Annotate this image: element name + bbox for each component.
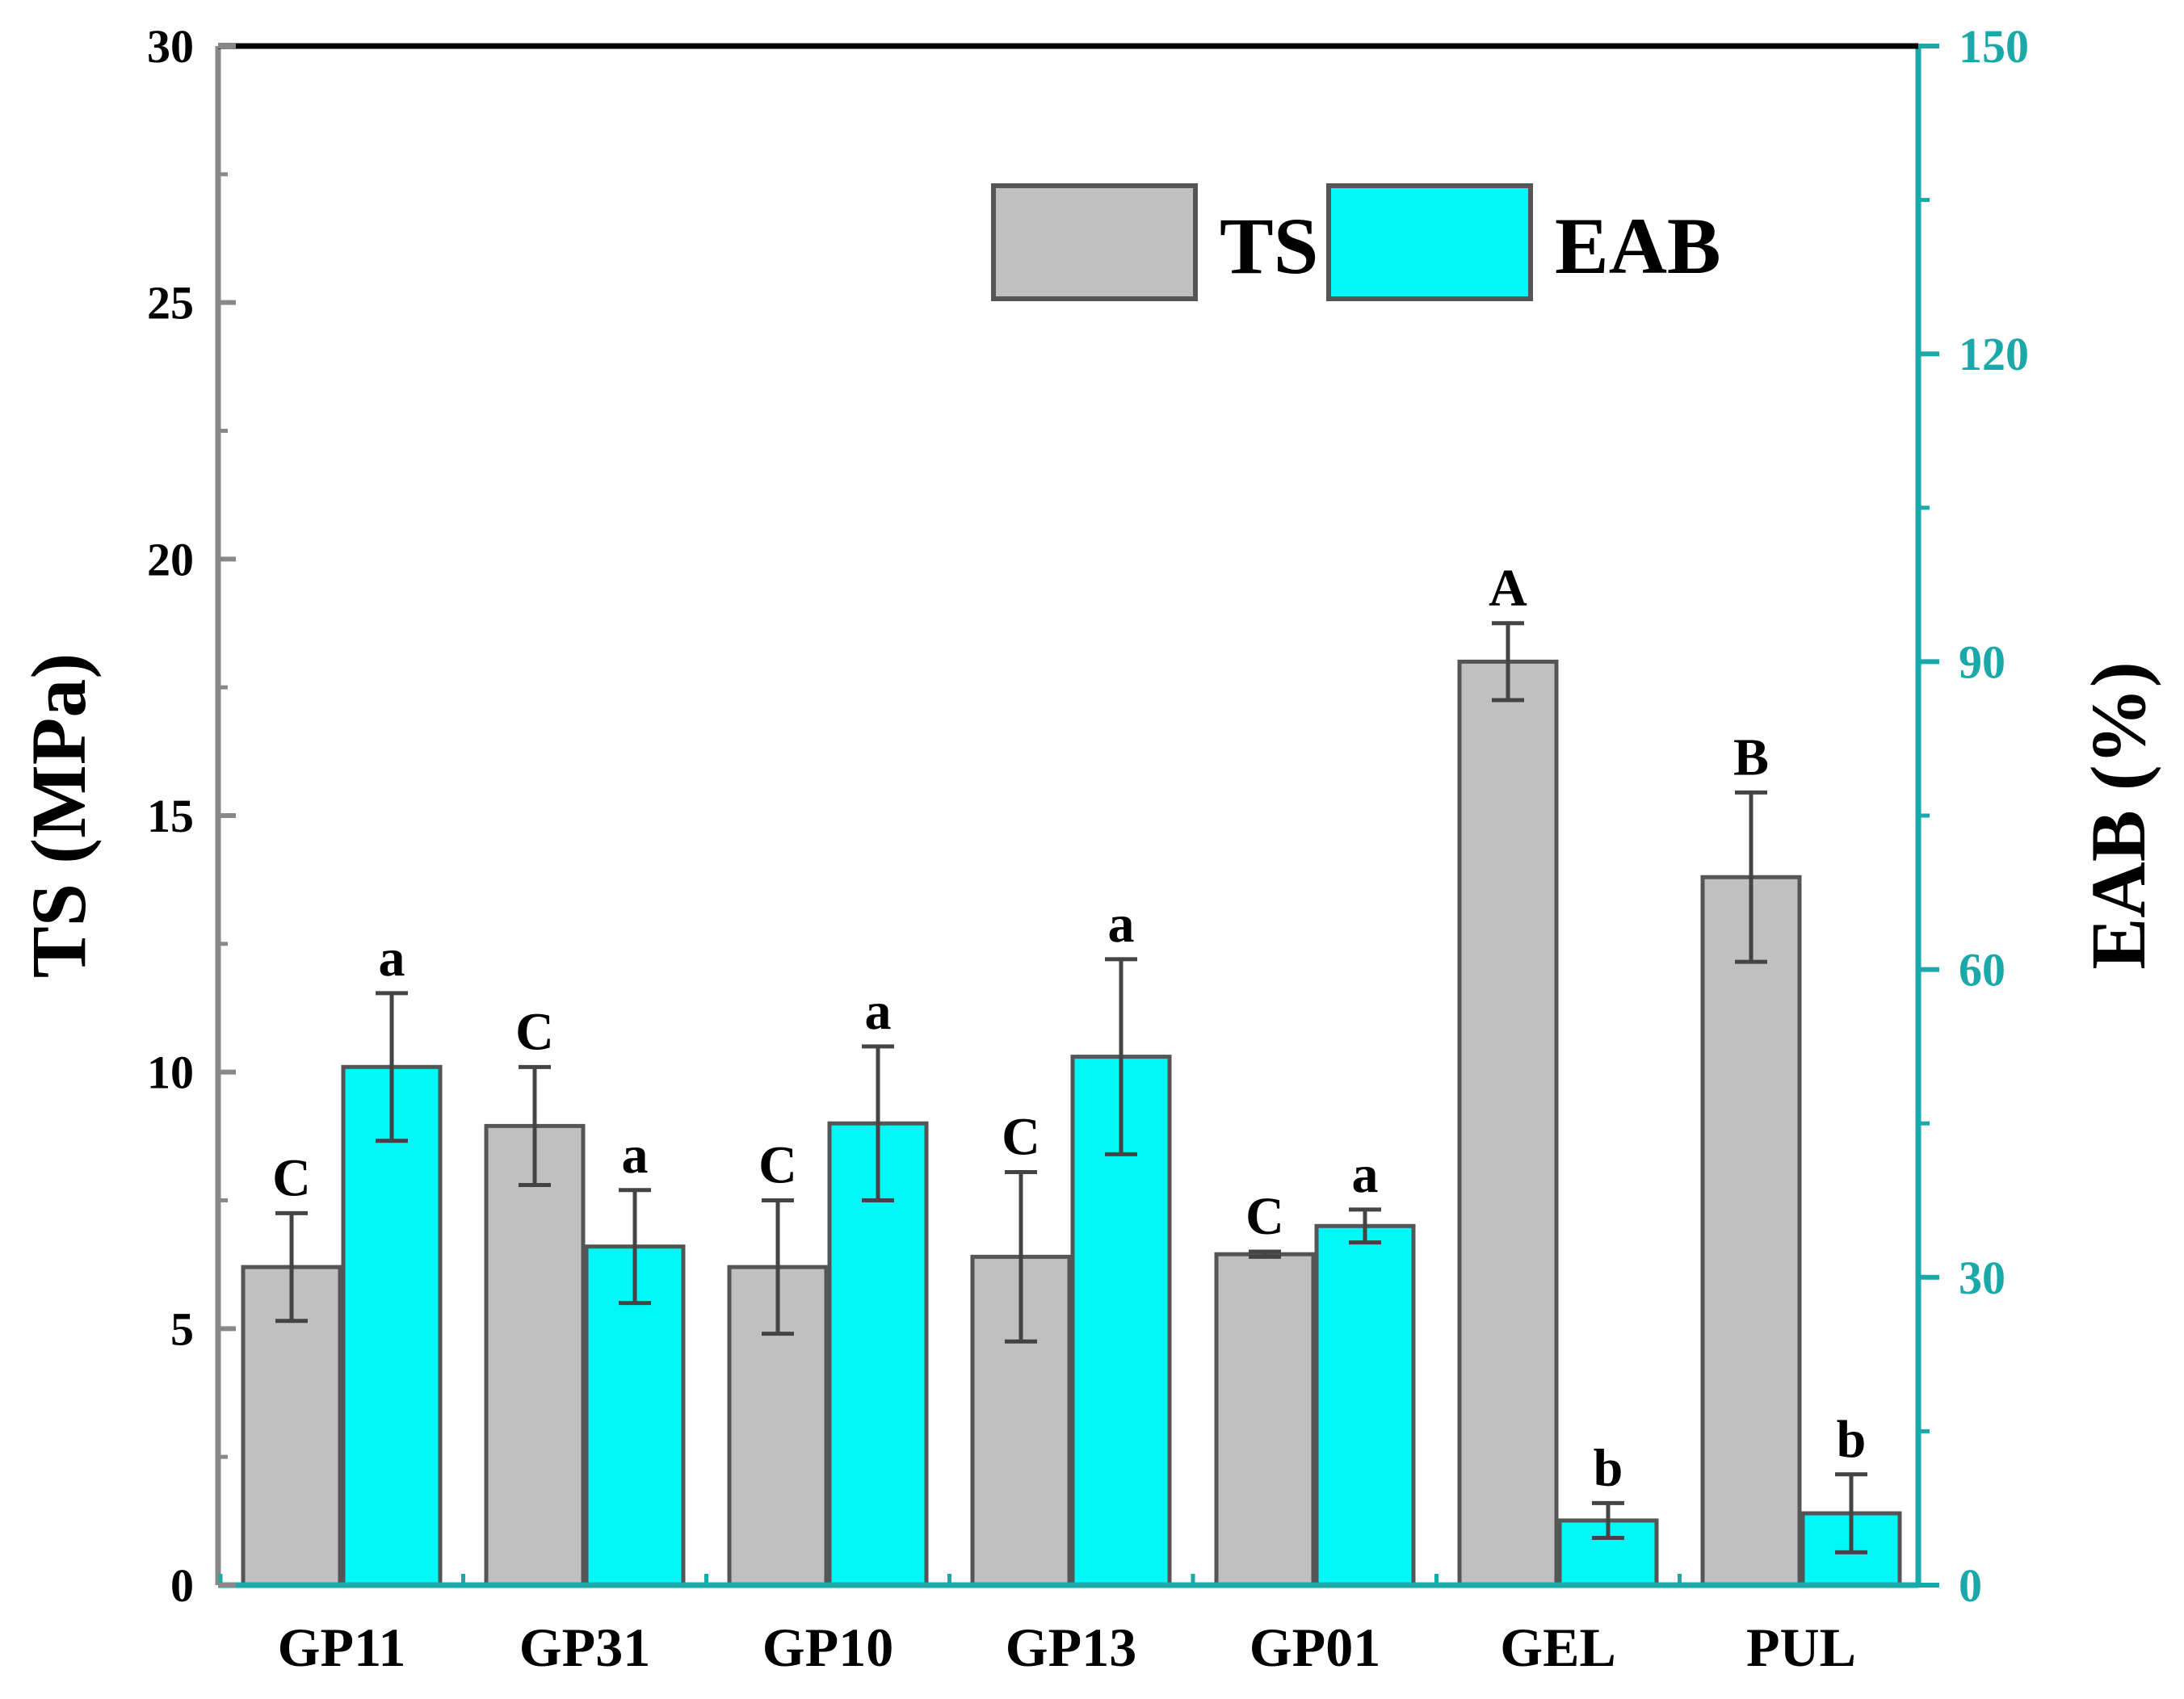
- y-left-tick-label: 30: [147, 20, 194, 73]
- x-tick-label-gp31: GP31: [519, 1617, 650, 1678]
- bar-eab-gp11: [341, 1064, 443, 1588]
- y-left-tick-label: 10: [147, 1047, 194, 1099]
- x-tick-label-pul: PUL: [1746, 1617, 1856, 1678]
- significance-letter: C: [515, 1002, 554, 1061]
- significance-letter: C: [272, 1148, 311, 1207]
- x-tick-label-gp11: GP11: [278, 1617, 406, 1678]
- significance-letter: a: [1352, 1145, 1379, 1204]
- axes: GP11 GP31 GP10 GP13 GP01 GEL PUL 0 5 10 15 20 25 30 0 3…: [147, 20, 2029, 1678]
- bar-eab-gp01: [1314, 1223, 1416, 1588]
- y-right-tick-label: 0: [1959, 1559, 1982, 1612]
- bar-ts-gp31: [484, 1123, 586, 1588]
- x-tick-label-gp01: GP01: [1250, 1617, 1380, 1678]
- y-right-tick-label: 90: [1959, 636, 2006, 688]
- significance-letter: C: [758, 1136, 797, 1195]
- y-right-tick-label: 60: [1959, 944, 2006, 996]
- y-axis-left-title: TS (MPa): [15, 653, 102, 979]
- bar-ts-gel: [1457, 659, 1559, 1588]
- x-tick-label-gel: GEL: [1500, 1617, 1616, 1678]
- significance-letters: Ca Ca Ca Ca Ca Ab Bb: [272, 559, 1866, 1498]
- x-tick-label-gp13: GP13: [1006, 1617, 1136, 1678]
- y-axis-right-title: EAB (%): [2075, 661, 2161, 969]
- legend-label-ts: TS: [1220, 201, 1318, 291]
- significance-letter: C: [1245, 1187, 1284, 1246]
- y-left-tick-label: 20: [147, 533, 194, 585]
- error-bars: [275, 621, 1867, 1554]
- significance-letter: b: [1837, 1410, 1867, 1469]
- y-left-tick-label: 15: [147, 790, 194, 842]
- bar-eab-gp10: [827, 1121, 929, 1588]
- y-right-tick-label: 30: [1959, 1252, 2006, 1304]
- significance-letter: A: [1489, 559, 1527, 618]
- legend: TS EAB: [991, 183, 1721, 301]
- bar-ts-gp01: [1214, 1252, 1316, 1588]
- significance-letter: a: [379, 929, 405, 988]
- legend-swatch-ts: [991, 183, 1198, 301]
- y-left-tick-label: 25: [147, 277, 194, 329]
- bar-ts-pul: [1700, 875, 1802, 1588]
- y-right-tick-label: 120: [1959, 328, 2029, 380]
- significance-letter: a: [1108, 895, 1135, 954]
- legend-swatch-eab: [1326, 183, 1533, 301]
- significance-letter: b: [1594, 1438, 1623, 1497]
- significance-letter: a: [622, 1126, 649, 1185]
- x-tick-label-gp10: GP10: [762, 1617, 893, 1678]
- bars: [241, 659, 1902, 1588]
- significance-letter: B: [1733, 728, 1769, 787]
- y-right-tick-label: 150: [1959, 20, 2029, 73]
- significance-letter: a: [865, 982, 892, 1041]
- significance-letter: C: [1002, 1108, 1040, 1167]
- y-left-tick-label: 0: [170, 1559, 194, 1612]
- legend-label-eab: EAB: [1555, 201, 1721, 291]
- y-left-tick-label: 5: [170, 1303, 194, 1355]
